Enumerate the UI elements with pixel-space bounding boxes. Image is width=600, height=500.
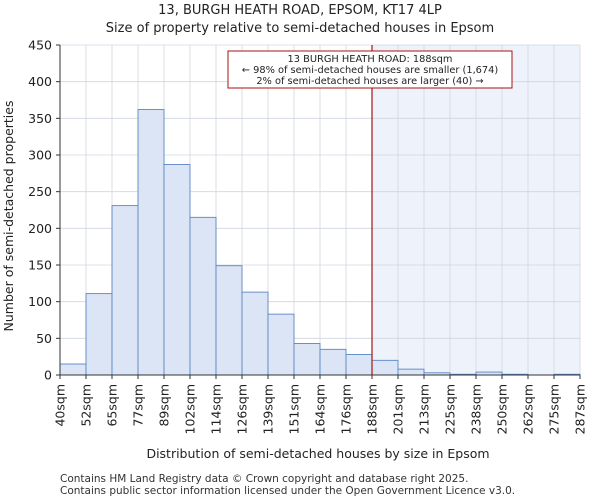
x-tick-label: 126sqm: [235, 384, 250, 434]
x-tick-label: 77sqm: [131, 384, 146, 427]
x-tick-label: 250sqm: [495, 384, 510, 434]
annotation-line: 13 BURGH HEATH ROAD: 188sqm: [288, 54, 453, 65]
histogram-bar: [189, 216, 217, 376]
histogram-bar: [371, 359, 399, 376]
y-tick-label: 50: [36, 331, 52, 346]
x-tick-label: 40sqm: [53, 384, 68, 427]
x-tick-label: 201sqm: [391, 384, 406, 434]
histogram-bar: [215, 265, 243, 376]
x-tick-label: 89sqm: [157, 384, 172, 427]
x-tick-label: 176sqm: [339, 384, 354, 434]
y-tick-label: 150: [28, 258, 52, 273]
x-tick-label: 275sqm: [547, 384, 562, 434]
histogram-bar: [85, 293, 113, 376]
x-tick-label: 65sqm: [105, 384, 120, 427]
x-tick-label: 287sqm: [573, 384, 588, 434]
annotation-line: ← 98% of semi-detached houses are smalle…: [242, 65, 498, 76]
histogram-bar: [241, 291, 269, 376]
y-tick-label: 350: [28, 111, 52, 126]
y-tick-label: 200: [28, 221, 52, 236]
y-tick-label: 450: [28, 38, 52, 53]
annotation-line: 2% of semi-detached houses are larger (4…: [256, 76, 483, 87]
y-tick-label: 100: [28, 294, 52, 309]
chart-title: 13, BURGH HEATH ROAD, EPSOM, KT17 4LP: [158, 3, 442, 18]
chart-subtitle: Size of property relative to semi-detach…: [105, 21, 495, 36]
x-tick-label: 238sqm: [469, 384, 484, 434]
histogram-bar: [397, 368, 425, 376]
footer-line-1: Contains HM Land Registry data © Crown c…: [60, 473, 469, 485]
x-tick-label: 225sqm: [443, 384, 458, 434]
histogram-bar: [319, 348, 347, 376]
x-axis-label: Distribution of semi-detached houses by …: [146, 446, 489, 461]
x-tick-label: 114sqm: [209, 384, 224, 434]
histogram-bar: [345, 354, 373, 376]
y-axis-label: Number of semi-detached properties: [1, 101, 16, 332]
y-tick-label: 300: [28, 148, 52, 163]
x-tick-label: 262sqm: [521, 384, 536, 434]
x-tick-label: 164sqm: [313, 384, 328, 434]
y-tick-label: 0: [44, 368, 52, 383]
footer-line-2: Contains public sector information licen…: [60, 485, 516, 497]
histogram-bar: [111, 205, 139, 376]
x-tick-label: 102sqm: [183, 384, 198, 434]
histogram-bar: [293, 343, 321, 376]
annotation-box: [227, 50, 513, 89]
x-tick-label: 188sqm: [365, 384, 380, 434]
x-tick-label: 139sqm: [261, 384, 276, 434]
histogram-bar: [137, 109, 165, 376]
histogram-bar: [163, 164, 191, 376]
histogram-bar: [267, 313, 295, 376]
x-tick-label: 151sqm: [287, 384, 302, 434]
y-tick-label: 400: [28, 74, 52, 89]
y-tick-label: 250: [28, 184, 52, 199]
histogram-bar: [59, 363, 87, 376]
x-tick-label: 213sqm: [417, 384, 432, 434]
x-tick-label: 52sqm: [79, 384, 94, 427]
